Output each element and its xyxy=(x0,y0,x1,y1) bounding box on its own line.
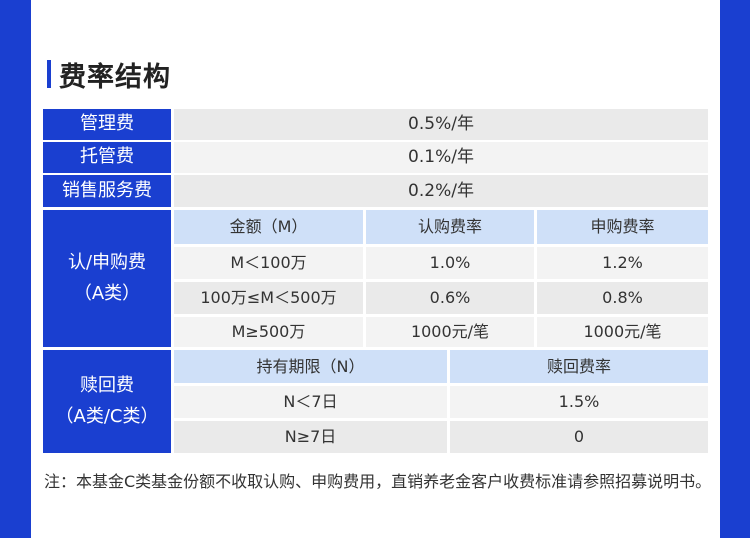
redemption-fee-label: 赎回费 （A类/C类） xyxy=(43,350,171,453)
purchase-fee-label-line2: （A类） xyxy=(73,282,141,304)
redemption-header-rate: 赎回费率 xyxy=(450,350,708,383)
custody-fee-value: 0.1%/年 xyxy=(174,142,708,173)
management-fee-value: 0.5%/年 xyxy=(174,109,708,140)
redemption-row-2-rate: 0 xyxy=(450,421,708,453)
section-title: 费率结构 xyxy=(47,57,171,93)
purchase-row-3-subscription: 1000元/笔 xyxy=(366,317,534,347)
purchase-row-1-subscription: 1.0% xyxy=(366,247,534,279)
redemption-row-1-rate: 1.5% xyxy=(450,386,708,418)
purchase-header-amount: 金额（M） xyxy=(174,210,363,244)
purchase-row-2-subscription: 0.6% xyxy=(366,282,534,314)
purchase-row-2-amount: 100万≤M＜500万 xyxy=(174,282,363,314)
redemption-fee-label-line2: （A类/C类） xyxy=(55,405,159,427)
footnote: 注：本基金C类基金份额不收取认购、申购费用，直销养老金客户收费标准请参照招募说明… xyxy=(44,472,712,491)
purchase-row-3-amount: M≥500万 xyxy=(174,317,363,347)
redemption-row-1-period: N＜7日 xyxy=(174,386,447,418)
redemption-fee-label-line1: 赎回费 xyxy=(80,375,134,397)
purchase-fee-label-line1: 认/申购费 xyxy=(67,252,147,274)
purchase-row-2-purchase: 0.8% xyxy=(537,282,708,314)
purchase-header-subscription: 认购费率 xyxy=(366,210,534,244)
title-accent-bar xyxy=(47,60,51,88)
redemption-header-period: 持有期限（N） xyxy=(174,350,447,383)
sales-fee-label: 销售服务费 xyxy=(43,175,171,207)
purchase-row-3-purchase: 1000元/笔 xyxy=(537,317,708,347)
purchase-fee-label: 认/申购费 （A类） xyxy=(43,210,171,347)
purchase-header-purchase: 申购费率 xyxy=(537,210,708,244)
purchase-row-1-amount: M＜100万 xyxy=(174,247,363,279)
redemption-row-2-period: N≥7日 xyxy=(174,421,447,453)
title-text: 费率结构 xyxy=(59,61,171,93)
management-fee-label: 管理费 xyxy=(43,109,171,140)
custody-fee-label: 托管费 xyxy=(43,142,171,173)
sales-fee-value: 0.2%/年 xyxy=(174,175,708,207)
purchase-row-1-purchase: 1.2% xyxy=(537,247,708,279)
